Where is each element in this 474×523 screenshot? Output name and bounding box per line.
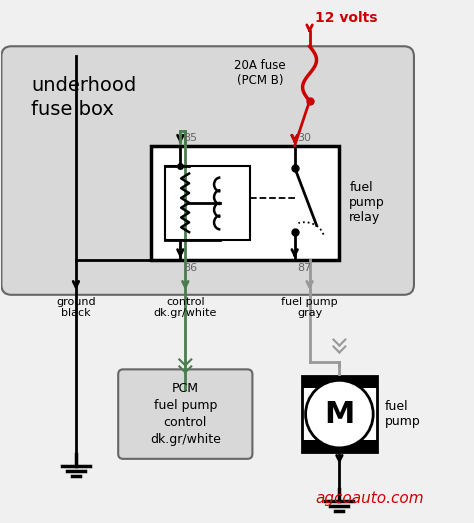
Text: M: M xyxy=(324,400,355,429)
FancyBboxPatch shape xyxy=(1,46,414,295)
Text: fuel
pump: fuel pump xyxy=(385,400,421,428)
Text: control
dk.gr/white: control dk.gr/white xyxy=(154,297,217,319)
Text: underhood
fuse box: underhood fuse box xyxy=(31,76,137,119)
Text: 12 volts: 12 volts xyxy=(315,12,377,26)
Bar xyxy=(151,146,339,260)
FancyBboxPatch shape xyxy=(118,369,253,459)
Text: fuel pump
gray: fuel pump gray xyxy=(281,297,338,319)
Text: ground
black: ground black xyxy=(56,297,96,319)
Circle shape xyxy=(306,380,373,448)
Text: 87: 87 xyxy=(298,263,312,273)
Text: fuel
pump
relay: fuel pump relay xyxy=(349,181,385,224)
Bar xyxy=(165,166,250,240)
Text: 20A fuse
(PCM B): 20A fuse (PCM B) xyxy=(234,59,286,87)
Text: 85: 85 xyxy=(183,133,198,143)
Bar xyxy=(301,377,377,388)
Text: agcoauto.com: agcoauto.com xyxy=(315,491,424,506)
Bar xyxy=(301,440,377,452)
Text: PCM
fuel pump
control
dk.gr/white: PCM fuel pump control dk.gr/white xyxy=(150,382,221,446)
Text: 86: 86 xyxy=(183,263,198,273)
Text: 30: 30 xyxy=(298,133,311,143)
Bar xyxy=(301,377,377,452)
